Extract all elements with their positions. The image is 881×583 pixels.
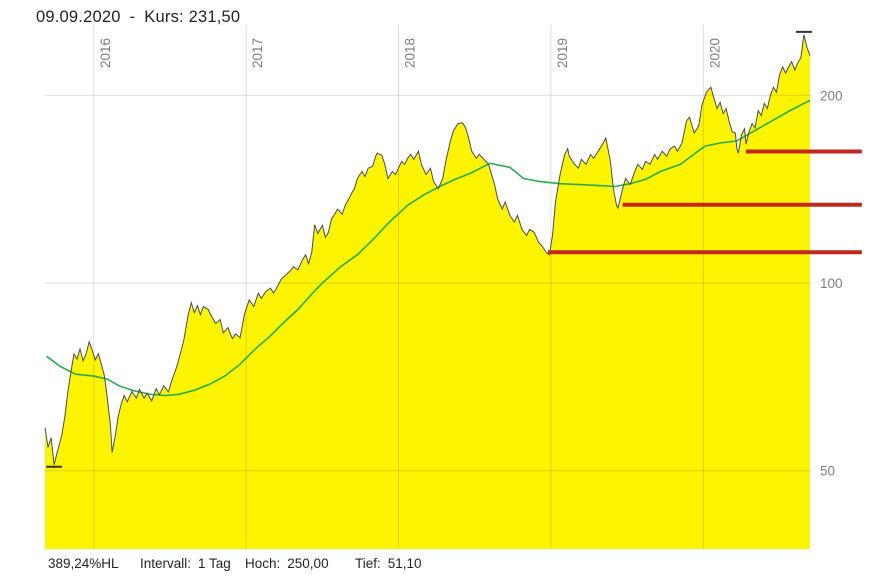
range-percent: 389,24%HL <box>48 556 119 571</box>
quote-date: 09.09.2020 <box>36 8 121 26</box>
chart-header: 09.09.2020- Kurs: 231,50 <box>36 8 240 27</box>
x-tick-label: 2017 <box>250 38 265 68</box>
y-tick-label: 200 <box>820 88 843 103</box>
low-label: Tief: <box>355 556 381 571</box>
interval-field: Intervall: 1 Tag <box>140 556 231 571</box>
low-field: Tief: 51,10 <box>355 556 422 571</box>
high-label: Hoch: <box>245 556 281 571</box>
price-area <box>45 34 810 549</box>
status-bar: 389,24%HL Intervall: 1 Tag Hoch: 250,00 Ti… <box>0 556 881 578</box>
price-line <box>44 34 811 465</box>
y-tick-label: 100 <box>820 276 843 291</box>
interval-label: Intervall: <box>140 556 192 571</box>
x-tick-label: 2020 <box>707 38 722 68</box>
high-value: 250,00 <box>287 556 329 571</box>
x-tick-label: 2016 <box>98 38 113 68</box>
x-tick-label: 2019 <box>555 38 570 68</box>
kurs-value: 231,50 <box>188 8 241 26</box>
range-percent-value: 389,24%HL <box>48 556 119 571</box>
interval-value: 1 Tag <box>198 556 231 571</box>
kurs-label: Kurs: <box>144 8 184 26</box>
y-tick-label: 50 <box>820 464 835 479</box>
high-field: Hoch: 250,00 <box>245 556 329 571</box>
header-dash: - <box>129 8 136 26</box>
x-tick-label: 2018 <box>403 38 418 68</box>
low-value: 51,10 <box>387 556 422 571</box>
moving-average-line <box>46 99 811 397</box>
